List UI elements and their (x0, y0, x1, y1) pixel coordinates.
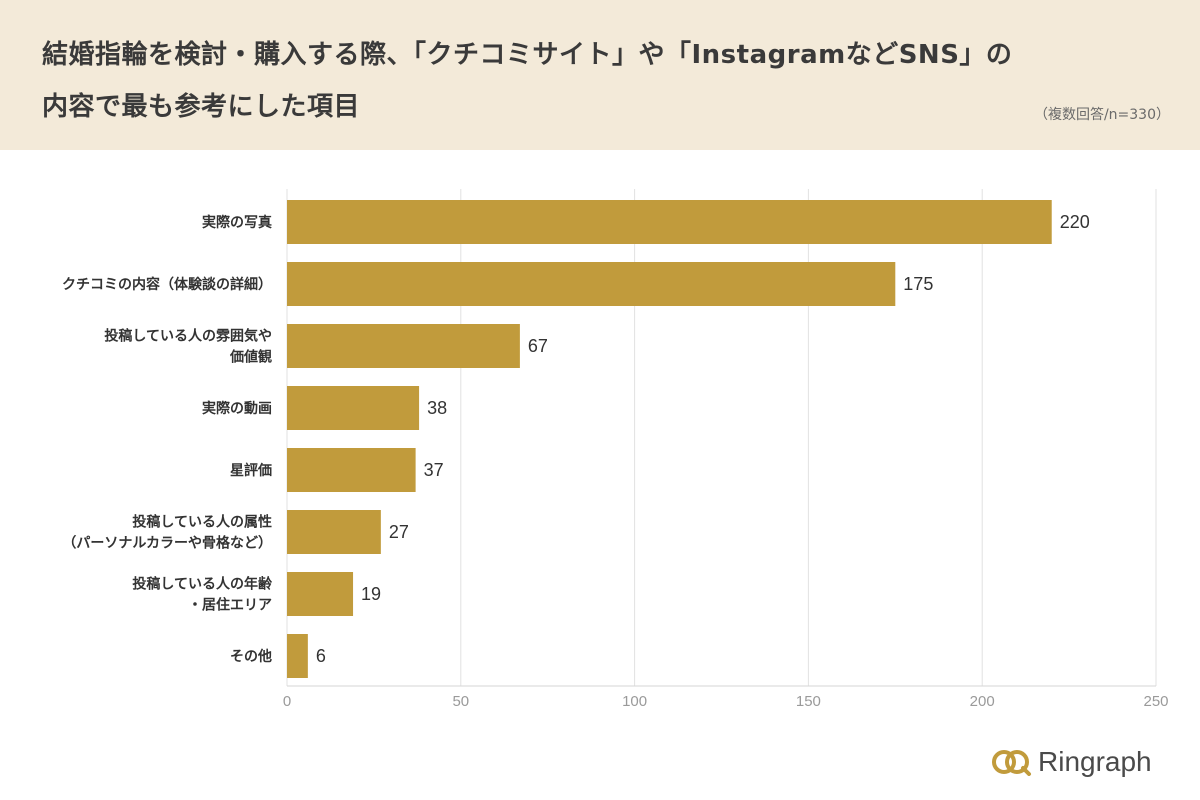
category-label: 星評価 (230, 462, 272, 479)
bar-value-label: 27 (389, 522, 409, 542)
x-tick-label: 0 (283, 693, 291, 710)
x-tick-label: 150 (796, 693, 821, 710)
bar (287, 572, 354, 616)
category-label: 投稿している人の年齢 (132, 576, 273, 593)
bar-value-label: 220 (1060, 212, 1090, 232)
bar-value-label: 37 (424, 460, 444, 480)
two-rings-logo-icon (992, 750, 1031, 776)
x-tick-label: 200 (970, 693, 995, 710)
bar-value-label: 6 (316, 646, 326, 666)
x-tick-label: 50 (452, 693, 469, 710)
bar (287, 200, 1052, 244)
sample-size-note: （複数回答/n=330） (1033, 107, 1170, 123)
category-label: 投稿している人の属性 (132, 514, 272, 531)
category-label: ・居住エリア (188, 597, 272, 614)
x-tick-label: 250 (1143, 693, 1168, 710)
bar (287, 262, 896, 306)
bar-value-label: 38 (427, 398, 447, 418)
bar-chart: 0 50 100 150 200 250 220 実際の写真 175 クチコミの内容（体験談の詳細… (62, 189, 1169, 710)
category-label: 価値観 (229, 349, 272, 366)
chart-title-line-2: 内容で最も参考にした項目 (42, 92, 361, 122)
bar-value-label: 67 (528, 336, 548, 356)
category-label: 実際の動画 (202, 400, 272, 417)
category-label: 実際の写真 (202, 214, 272, 231)
chart-title-line-1: 結婚指輪を検討・購入する際、「クチコミサイト」や「InstagramなどSNS」… (42, 40, 1013, 70)
category-label: 投稿している人の雰囲気や (104, 328, 272, 345)
brand-name: Ringraph (1038, 746, 1152, 777)
bar-value-label: 19 (361, 584, 381, 604)
bar (287, 634, 308, 678)
x-tick-label: 100 (622, 693, 647, 710)
category-label: （パーソナルカラーや骨格など） (62, 535, 272, 552)
bar (287, 510, 381, 554)
bar (287, 448, 416, 492)
bar-value-label: 175 (903, 274, 933, 294)
chart-header: 結婚指輪を検討・購入する際、「クチコミサイト」や「InstagramなどSNS」… (0, 0, 1200, 150)
bar (287, 386, 420, 430)
category-label: その他 (230, 648, 272, 665)
brand-logo: Ringraph (990, 744, 1180, 780)
category-label: クチコミの内容（体験談の詳細） (62, 276, 272, 293)
bar (287, 324, 520, 368)
